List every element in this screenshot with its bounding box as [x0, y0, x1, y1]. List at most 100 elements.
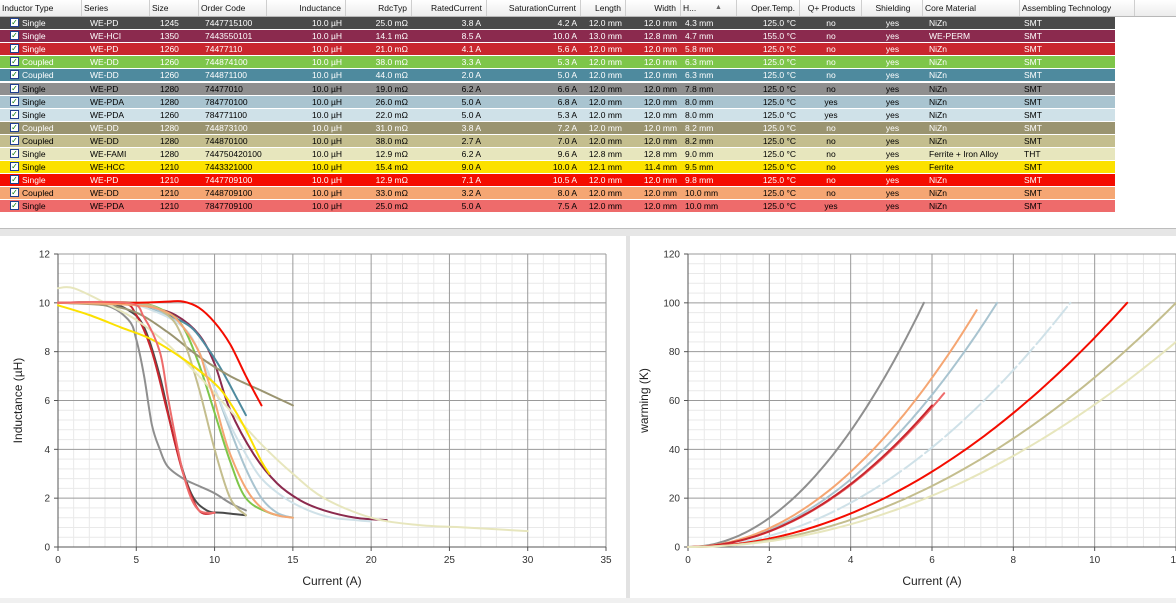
column-header-ratedcurrent[interactable]: RatedCurrent [412, 0, 487, 16]
cell-width: 12.0 mm [643, 57, 677, 68]
cell-size: 1280 [160, 135, 179, 146]
cell-width: 12.0 mm [643, 83, 677, 94]
cell-ratedcurrent: 6.2 A [461, 149, 481, 159]
cell-length: 12.0 mm [588, 201, 622, 212]
cell-width: 12.0 mm [643, 18, 677, 28]
row-checkbox[interactable]: ✓ [10, 162, 19, 172]
column-header-width[interactable]: Width [626, 0, 681, 16]
cell-order-code: 7443550101 [205, 31, 253, 42]
cell-shielding: yes [885, 31, 900, 42]
row-checkbox[interactable]: ✓ [10, 83, 19, 93]
column-header-core-material[interactable]: Core Material [923, 0, 1020, 16]
cell-saturationcurrent: 5.6 A [557, 44, 577, 55]
row-checkbox[interactable]: ✓ [10, 175, 19, 185]
table-row[interactable]: ✓ Single WE-PDA 1210 7847709100 10.0 µH 25.0 m… [0, 200, 1115, 213]
row-checkbox[interactable]: ✓ [10, 188, 19, 198]
column-header-series[interactable]: Series [82, 0, 150, 16]
cell-assembling-technology: SMT [1024, 57, 1042, 68]
cell-inductor-type: Single [22, 175, 46, 186]
cell-width: 12.0 mm [643, 122, 677, 133]
x-tick-label: 5 [134, 555, 140, 566]
column-header-h[interactable]: H... [681, 0, 737, 16]
series-line [687, 392, 946, 548]
table-row[interactable]: ✓ Single WE-PDA 1260 784771100 10.0 µH 22.0 mΩ… [0, 108, 1115, 121]
cell-saturationcurrent: 7.2 A [557, 122, 577, 133]
cell-oper-temp: 125.0 °C [762, 96, 796, 107]
table-row[interactable]: ✓ Coupled WE-DD 1280 744870100 10.0 µH 38.0 mΩ… [0, 134, 1115, 147]
cell-order-code: 7443321000 [205, 162, 253, 173]
table-row[interactable]: ✓ Single WE-PD 1245 7447715100 10.0 µH 25.0 mΩ… [0, 17, 1115, 29]
table-row[interactable]: ✓ Single WE-HCC 1210 7443321000 10.0 µH 15.4 m… [0, 161, 1115, 174]
y-axis-label: Inductance (µH) [11, 358, 25, 444]
cell-size: 1210 [160, 188, 179, 199]
table-row[interactable]: ✓ Single WE-PD 1210 7447709100 10.0 µH 12.9 mΩ… [0, 174, 1115, 187]
row-checkbox[interactable]: ✓ [10, 70, 19, 80]
cell-rdctyp: 12.9 mΩ [375, 149, 408, 159]
cell-width: 12.0 mm [643, 135, 677, 146]
cell-rdctyp: 15.4 mΩ [375, 162, 408, 173]
column-header-size[interactable]: Size [150, 0, 199, 16]
series-line [687, 340, 1176, 548]
cell-saturationcurrent: 7.5 A [557, 201, 577, 212]
row-checkbox[interactable]: ✓ [10, 135, 19, 145]
cell-shielding: yes [885, 70, 900, 81]
table-row[interactable]: ✓ Coupled WE-DD 1260 744874100 10.0 µH 38.0 mΩ… [0, 56, 1115, 69]
cell-core-material: NiZn [929, 83, 947, 94]
row-checkbox[interactable]: ✓ [10, 122, 19, 132]
cell-shielding: yes [885, 188, 900, 199]
column-header-inductor-type[interactable]: Inductor Type [0, 0, 82, 16]
y-tick-label: 80 [669, 347, 681, 358]
column-header-order-code[interactable]: Order Code [199, 0, 267, 16]
cell-width: 11.4 mm [644, 162, 677, 173]
table-row[interactable]: ✓ Coupled WE-DD 1210 7448709100 10.0 µH 33.0 m… [0, 187, 1115, 200]
cell-rdctyp: 21.0 mΩ [375, 44, 408, 55]
y-tick-label: 8 [44, 347, 50, 358]
cell-length: 12.0 mm [588, 57, 622, 68]
cell-shielding: yes [885, 135, 900, 146]
column-header-oper-temp[interactable]: Oper.Temp. [737, 0, 800, 16]
cell-inductance: 10.0 µH [312, 122, 342, 133]
cell-order-code: 7447715100 [205, 18, 253, 28]
cell-oper-temp: 125.0 °C [762, 18, 796, 28]
table-row[interactable]: ✓ Single WE-PDA 1280 784770100 10.0 µH 26.0 mΩ… [0, 95, 1115, 108]
column-header-q-products[interactable]: Q+ Products [800, 0, 862, 16]
row-checkbox[interactable]: ✓ [10, 109, 19, 119]
splitter[interactable] [0, 228, 1176, 237]
cell-q-products: no [826, 122, 836, 133]
series-line [57, 304, 271, 475]
table-row[interactable]: ✓ Single WE-PD 1260 74477110 10.0 µH 21.0 mΩ 4.… [0, 43, 1115, 56]
cell-inductor-type: Single [22, 83, 46, 94]
cell-rdctyp: 33.0 mΩ [375, 188, 408, 199]
row-checkbox[interactable]: ✓ [10, 44, 19, 54]
column-header-assembling-technology[interactable]: Assembling Technology [1020, 0, 1135, 16]
column-header-saturationcurrent[interactable]: SaturationCurrent [487, 0, 581, 16]
table-row[interactable]: ✓ Coupled WE-DD 1280 744873100 10.0 µH 31.0 mΩ… [0, 121, 1115, 134]
row-checkbox[interactable]: ✓ [10, 18, 19, 27]
x-tick-label: 35 [600, 555, 612, 566]
cell-oper-temp: 125.0 °C [762, 83, 796, 94]
row-checkbox[interactable]: ✓ [10, 57, 19, 67]
chart-divider[interactable] [626, 236, 630, 598]
column-header-rdctyp[interactable]: RdcTyp [346, 0, 412, 16]
row-checkbox[interactable]: ✓ [10, 31, 19, 41]
cell-assembling-technology: SMT [1024, 109, 1042, 120]
x-tick-label: 20 [366, 555, 378, 566]
x-tick-label: 10 [1089, 555, 1101, 566]
cell-q-products: yes [824, 201, 838, 212]
cell-inductance: 10.0 µH [312, 188, 342, 199]
column-header-length[interactable]: Length [581, 0, 626, 16]
column-header-inductance[interactable]: Inductance [267, 0, 346, 16]
column-header-shielding[interactable]: Shielding [862, 0, 923, 16]
table-row[interactable]: ✓ Single WE-HCI 1350 7443550101 10.0 µH 14.1 m… [0, 30, 1115, 43]
cell-size: 1210 [160, 201, 179, 212]
table-row[interactable]: ✓ Single WE-PD 1280 74477010 10.0 µH 19.0 mΩ 6.… [0, 82, 1115, 95]
row-checkbox[interactable]: ✓ [10, 149, 19, 158]
row-checkbox[interactable]: ✓ [10, 201, 19, 211]
cell-saturationcurrent: 9.6 A [557, 149, 577, 159]
cell-order-code: 744873100 [205, 122, 248, 133]
table-row[interactable]: ✓ Single WE-FAMI 1280 744750420100 10.0 µH 12.… [0, 148, 1115, 160]
cell-q-products: no [826, 188, 836, 199]
cell-oper-temp: 125.0 °C [762, 201, 796, 212]
row-checkbox[interactable]: ✓ [10, 96, 19, 106]
table-row[interactable]: ✓ Coupled WE-DD 1260 744871100 10.0 µH 44.0 mΩ… [0, 69, 1115, 82]
